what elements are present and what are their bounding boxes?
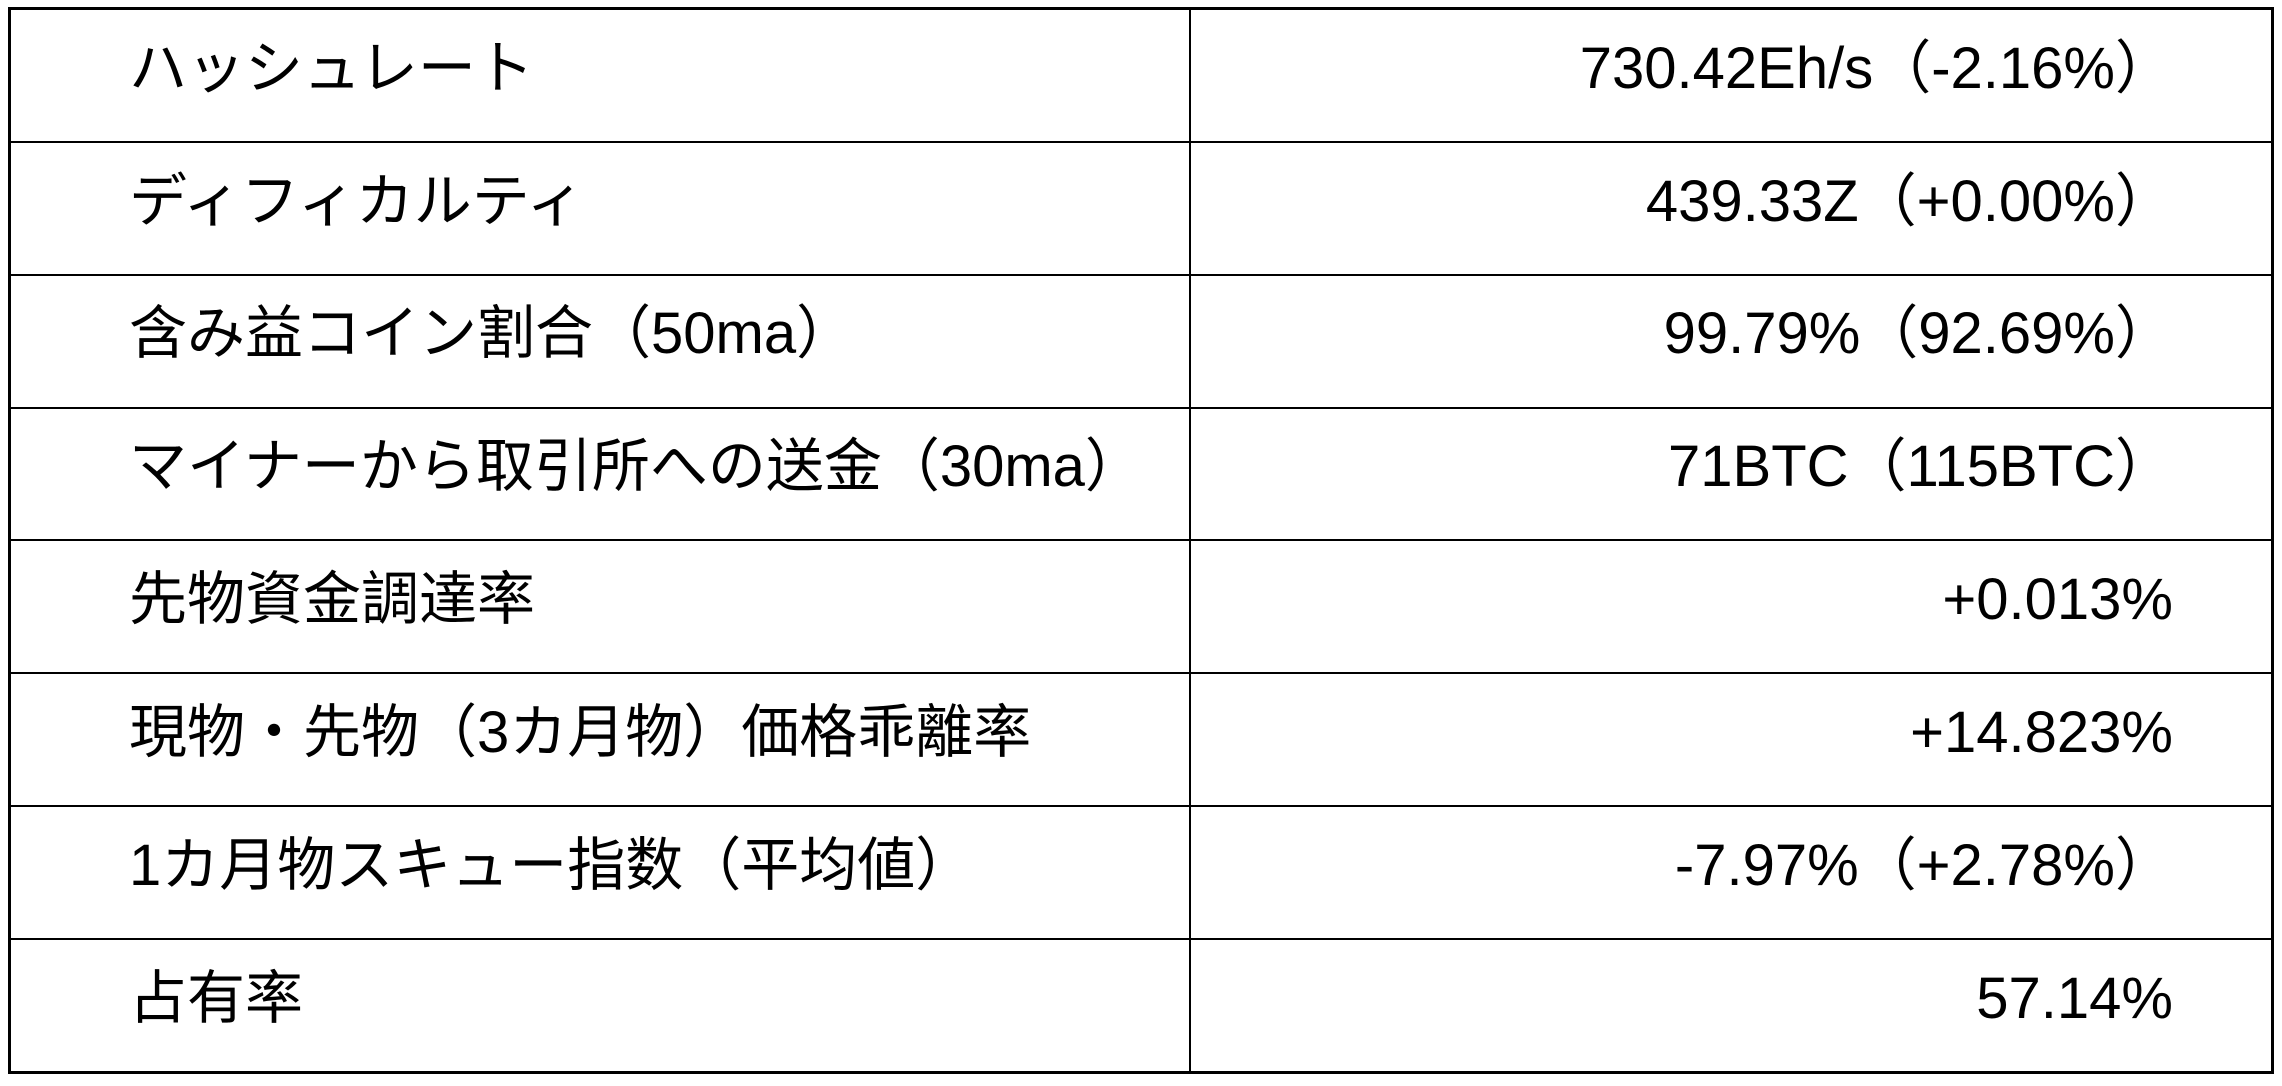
metric-value: -7.97%（+2.78%） [1188,805,2274,940]
metric-label: ディフィカルティ [8,141,1191,276]
metric-value: +0.013% [1188,539,2274,675]
metric-label: 占有率 [8,937,1191,1074]
table-row: 占有率 57.14% [8,937,2274,1074]
table-row: 現物・先物（3カ月物）価格乖離率 +14.823% [8,672,2274,808]
metric-value: 57.14% [1188,937,2274,1074]
metric-value: 99.79%（92.69%） [1188,273,2274,409]
metric-label: 現物・先物（3カ月物）価格乖離率 [8,672,1191,808]
metric-value: 439.33Z（+0.00%） [1188,141,2274,276]
metrics-table-body: ハッシュレート 730.42Eh/s（-2.16%） ディフィカルティ 439.… [8,7,2274,1074]
metric-label: 先物資金調達率 [8,539,1191,675]
metric-value: 71BTC（115BTC） [1188,406,2274,542]
table-row: 1カ月物スキュー指数（平均値） -7.97%（+2.78%） [8,805,2274,940]
metric-value: 730.42Eh/s（-2.16%） [1188,7,2274,144]
metric-label: ハッシュレート [8,7,1191,144]
table-row: ハッシュレート 730.42Eh/s（-2.16%） [8,7,2274,144]
table-row: マイナーから取引所への送金（30ma） 71BTC（115BTC） [8,406,2274,542]
bitcoin-metrics-table: ハッシュレート 730.42Eh/s（-2.16%） ディフィカルティ 439.… [8,7,2274,1074]
table-row: ディフィカルティ 439.33Z（+0.00%） [8,141,2274,276]
metric-label: 含み益コイン割合（50ma） [8,273,1191,409]
metric-label: マイナーから取引所への送金（30ma） [8,406,1191,542]
metric-value: +14.823% [1188,672,2274,808]
metric-label: 1カ月物スキュー指数（平均値） [8,805,1191,940]
table-row: 先物資金調達率 +0.013% [8,539,2274,675]
table-row: 含み益コイン割合（50ma） 99.79%（92.69%） [8,273,2274,409]
